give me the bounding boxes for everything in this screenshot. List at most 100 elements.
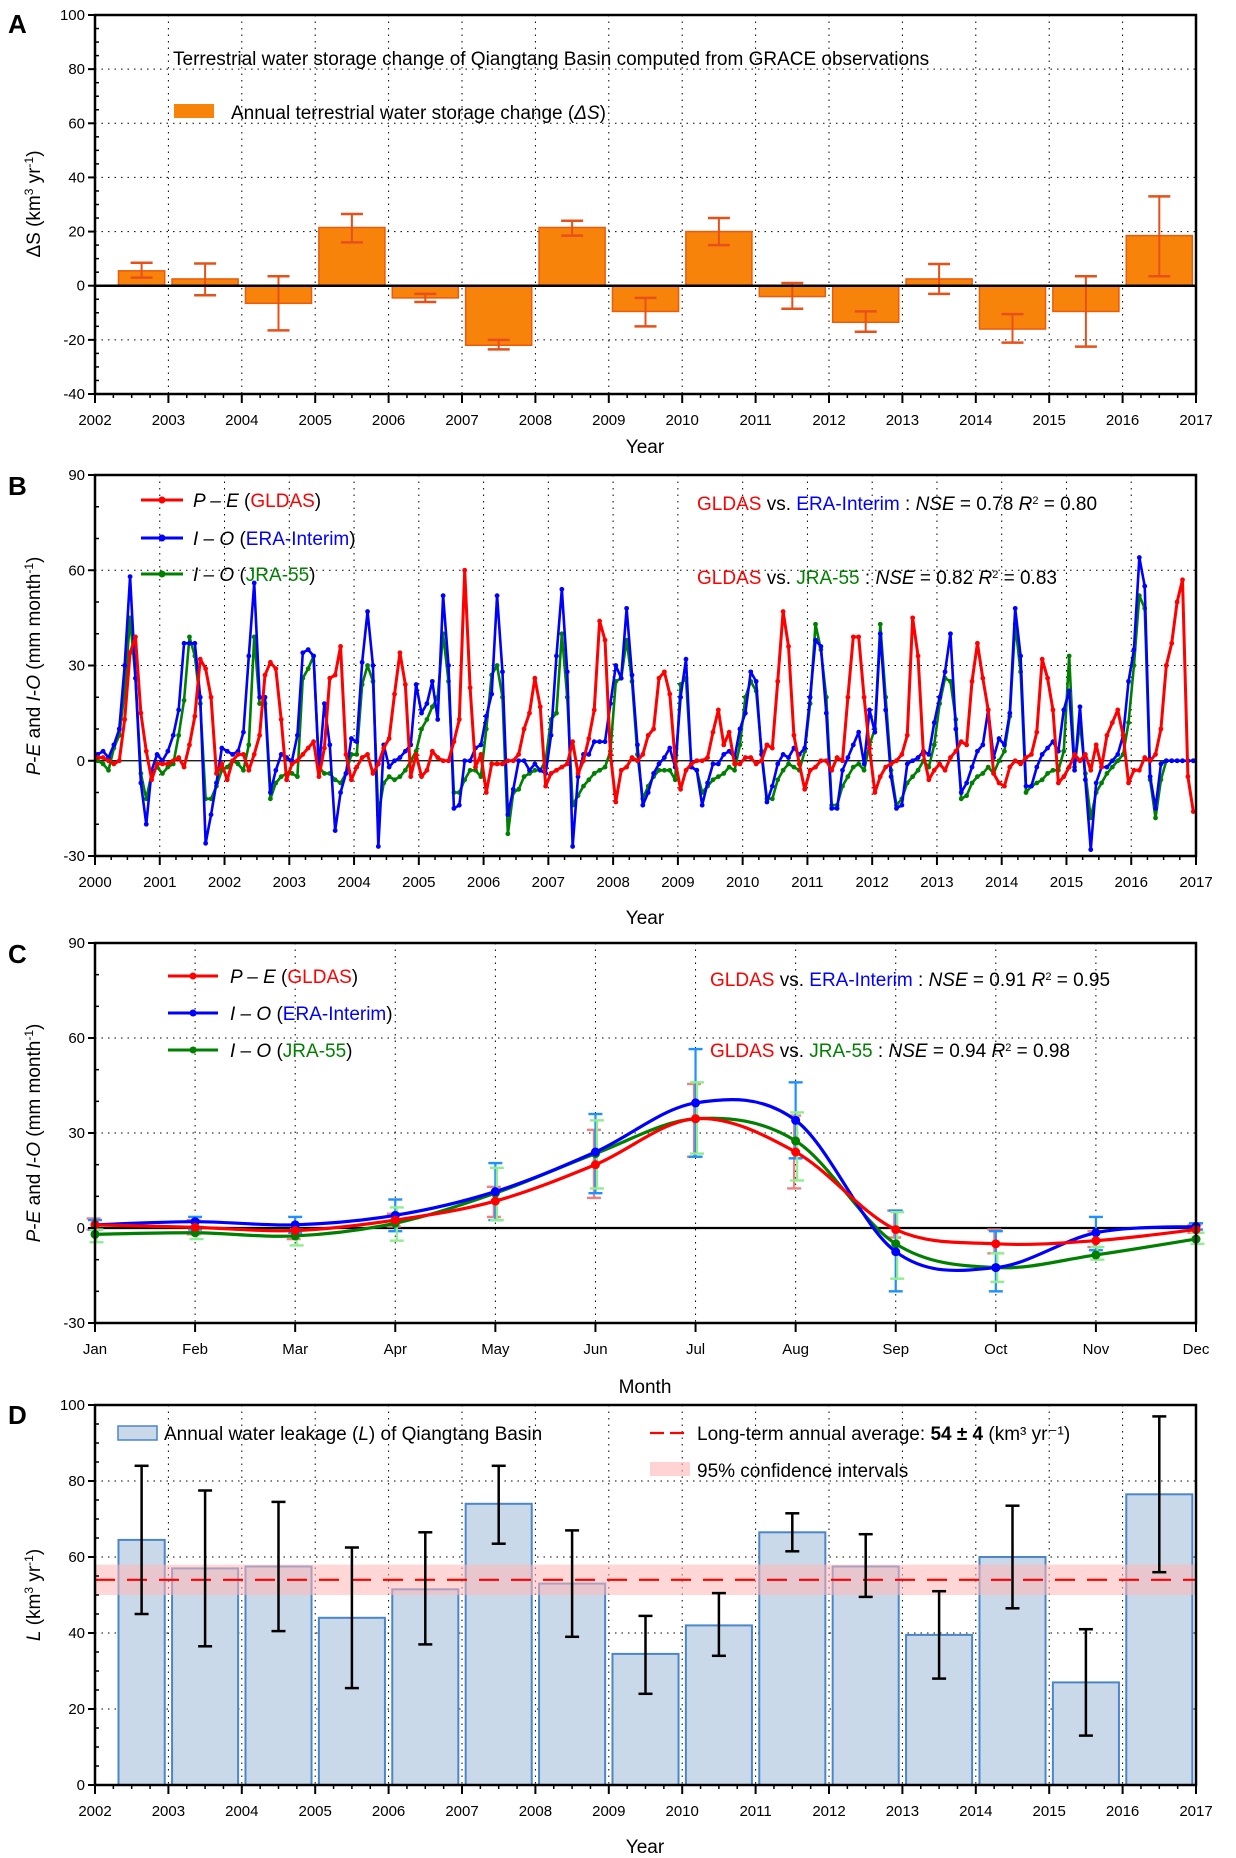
panel-d-ytick-label: 100 [60, 1397, 85, 1414]
panel-b-point [942, 669, 948, 675]
panel-c-legend-marker [189, 1009, 197, 1017]
panel-b-point [726, 748, 732, 754]
panel-b-point [435, 717, 441, 722]
panel-a-xtick-label: 2014 [959, 412, 992, 429]
panel-a-title: Terrestrial water storage change of Qian… [173, 49, 929, 70]
panel-b-point [494, 663, 500, 668]
panel-b-annotation-jra-part: NSE [875, 568, 914, 589]
panel-b-point [516, 786, 522, 792]
panel-b-point [1115, 752, 1121, 757]
panel-b-point [127, 650, 133, 656]
panel-b-point [160, 771, 165, 776]
panel-b-point [597, 739, 603, 745]
panel-b-point [1039, 752, 1045, 757]
panel-b-point [122, 717, 128, 722]
panel-b-point [1115, 758, 1121, 764]
panel-d-xtick-label: 2005 [299, 1803, 332, 1820]
panel-c-point [891, 1225, 901, 1235]
panel-b-point [440, 758, 446, 764]
panel-b-point [478, 742, 484, 748]
panel-c-xtick-label: Jun [583, 1341, 607, 1358]
panel-b-point [1158, 761, 1164, 767]
panel-b-point [581, 758, 586, 764]
panel-d-ylabel: L (km3 yr-1) [22, 1549, 45, 1641]
panel-b-point [1023, 783, 1029, 789]
panel-b-point [365, 609, 370, 614]
panel-c-legend-label-part: ) [346, 1041, 352, 1062]
panel-b-point [1045, 675, 1050, 681]
panel-b-point [834, 755, 840, 760]
panel-b-point [1045, 745, 1050, 751]
panel-b-point [100, 755, 106, 760]
panel-b-point [570, 844, 576, 849]
panel-c-ylabel-part: E [24, 1210, 45, 1223]
panel-a-xtick-label: 2013 [886, 412, 919, 429]
panel-b-point [915, 653, 921, 659]
panel-a-legend-label: Annual terrestrial water storage change … [231, 103, 606, 124]
panel-b-point [305, 647, 311, 653]
panel-b-point [899, 752, 905, 757]
panel-d-legend-label-bars: Annual water leakage (L) of Qiangtang Ba… [164, 1424, 542, 1445]
panel-b-point [850, 764, 856, 770]
panel-b-point [937, 761, 943, 767]
panel-b-point [964, 742, 970, 748]
panel-b-point [823, 710, 829, 716]
panel-c-annotation-era-part: NSE [929, 970, 968, 991]
panel-b-point [419, 710, 424, 716]
panel-b-xtick-label: 2013 [920, 874, 953, 891]
panel-b-point [483, 713, 489, 719]
panel-b-point [446, 758, 451, 764]
panel-d-xtick-label: 2009 [592, 1803, 625, 1820]
panel-b-point [948, 631, 953, 637]
panel-b-point [1136, 767, 1142, 773]
panel-c-legend-label: I – O (ERA-Interim) [230, 1004, 393, 1025]
panel-b-legend-label-part: ( [234, 529, 246, 550]
panel-b-ytick-label: -30 [63, 848, 85, 865]
panel-b-point [273, 780, 279, 786]
panel-b-point [1136, 555, 1142, 560]
panel-b-xtick-label: 2010 [726, 874, 759, 891]
panel-b-point [386, 764, 392, 770]
panel-b-point [278, 752, 284, 757]
panel-b-legend-label-part: I – O [193, 565, 234, 586]
panel-b-point [904, 732, 910, 738]
panel-d-legend-swatch-ci [650, 1462, 690, 1476]
panel-d-legend-label-mean-part: 54 ± 4 [930, 1424, 983, 1445]
panel-b-point [721, 742, 727, 748]
panel-b-ylabel-part: ) [24, 557, 45, 563]
panel-b-point [268, 796, 273, 802]
panel-b-point [694, 758, 700, 764]
panel-a-xtick-label: 2009 [592, 412, 625, 429]
panel-b-point [1131, 767, 1137, 773]
panel-b-point [419, 774, 424, 780]
panel-b-point [424, 767, 430, 773]
panel-c-ylabel-part: P [24, 1229, 45, 1242]
panel-b-point [505, 758, 511, 764]
panel-b-point [570, 739, 576, 745]
panel-b-point [975, 640, 980, 646]
panel-b-point [111, 742, 117, 748]
panel-b-point [127, 574, 133, 579]
panel-b-point [224, 777, 230, 783]
panel-b-point [910, 615, 916, 621]
panel-b-point [867, 707, 872, 713]
panel-b-point [699, 758, 705, 764]
panel-b-ylabel-part: O [24, 675, 45, 690]
panel-b-point [408, 774, 414, 780]
panel-b-point [327, 675, 333, 681]
panel-b-series-line [97, 556, 1194, 851]
panel-b-point [980, 742, 986, 748]
panel-b-xtick-label: 2017 [1179, 874, 1212, 891]
panel-b-point [732, 761, 737, 767]
panel-c-annotation-jra-part: = 0.98 [1011, 1041, 1070, 1062]
panel-d-bar [831, 1565, 900, 1786]
panel-b-point [786, 755, 791, 760]
panel-b-point [532, 675, 538, 681]
panel-b-point [872, 790, 878, 795]
panel-c-ylabel-part: - [24, 1157, 45, 1163]
panel-b-point [1023, 790, 1029, 795]
panel-d-ytick-label: 60 [68, 1549, 85, 1566]
panel-b-point [1169, 640, 1175, 646]
panel-c-annotation-jra-part: GLDAS [710, 1041, 774, 1062]
panel-b-point [316, 774, 322, 780]
